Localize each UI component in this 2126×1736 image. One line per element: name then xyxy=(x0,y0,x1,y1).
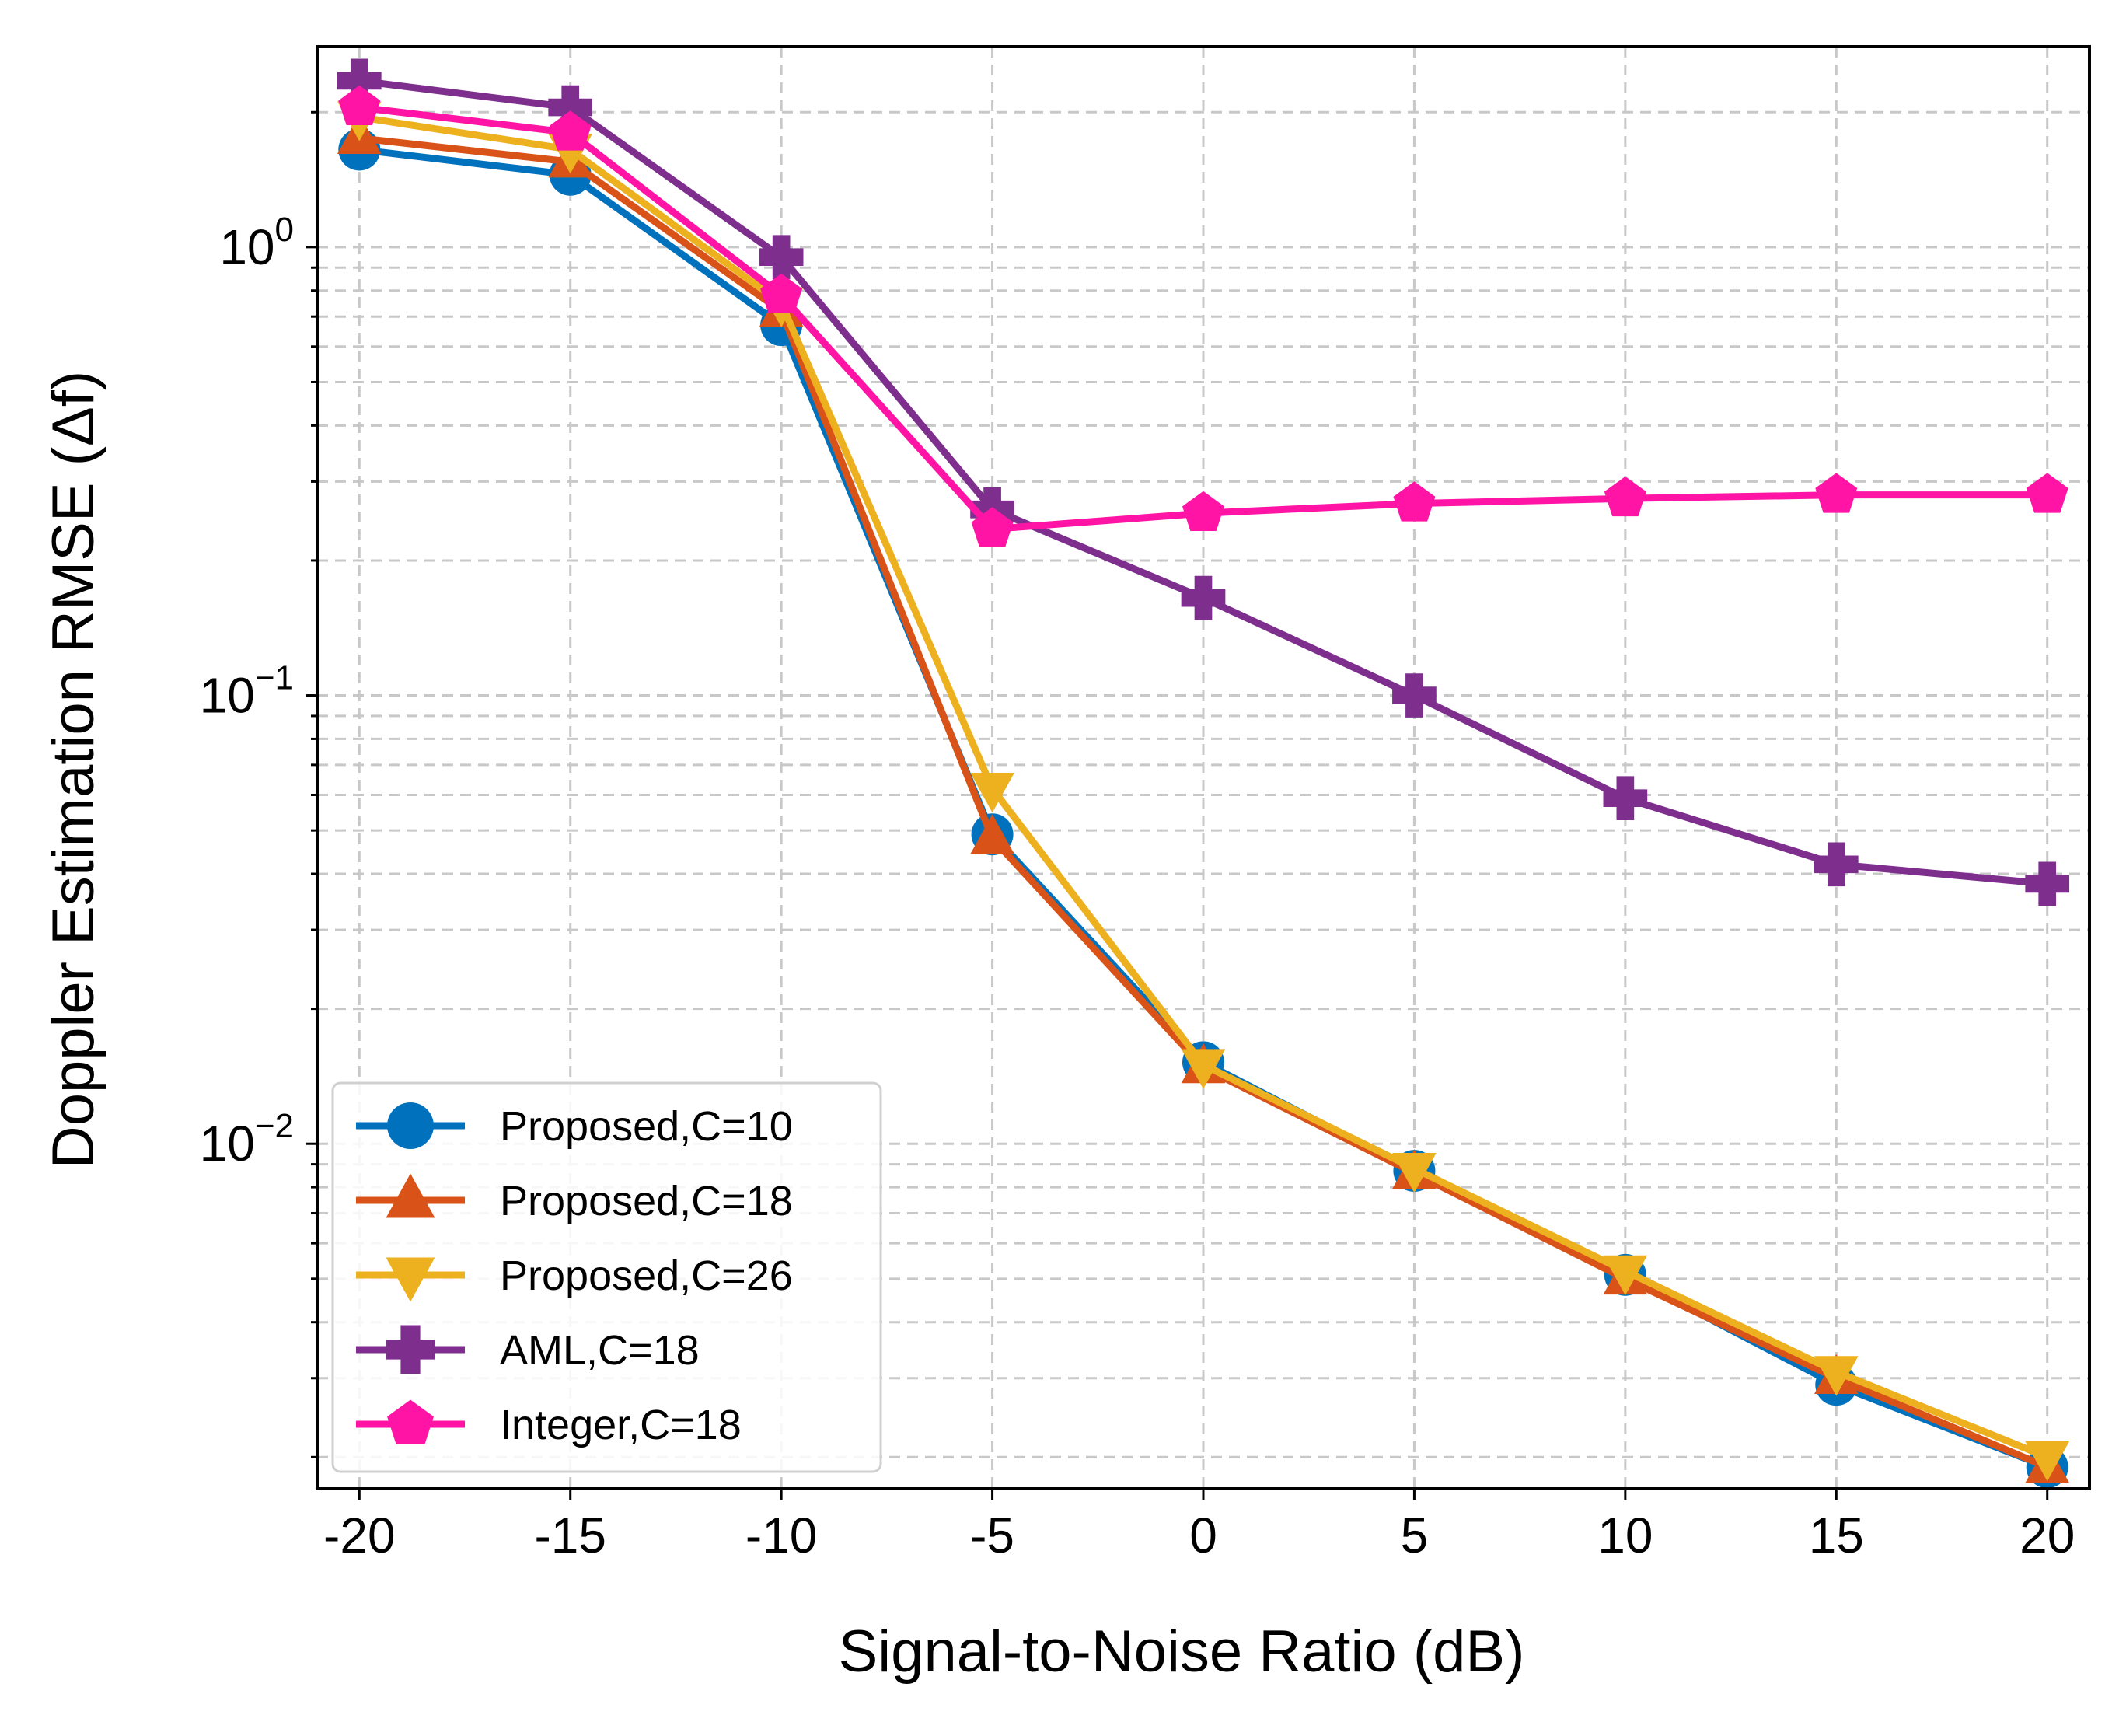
data-point-aml-c-18 xyxy=(1603,776,1648,821)
data-point-integer-c-18 xyxy=(971,507,1014,547)
data-series xyxy=(337,58,2070,1489)
legend-label-proposed-c-26: Proposed,C=26 xyxy=(500,1252,793,1299)
data-point-proposed-c-26 xyxy=(1814,1356,1859,1396)
x-tick-label: 15 xyxy=(1809,1507,1864,1563)
data-point-proposed-c-26 xyxy=(970,773,1014,813)
y-tick-label: 100 xyxy=(219,211,294,275)
data-point-integer-c-18 xyxy=(1182,491,1224,532)
data-point-proposed-c-26 xyxy=(1392,1152,1437,1193)
legend-marker-proposed-c-18 xyxy=(386,1173,435,1218)
legend-label-proposed-c-10: Proposed,C=10 xyxy=(500,1103,793,1150)
data-point-aml-c-18 xyxy=(548,85,593,130)
data-point-integer-c-18 xyxy=(338,85,381,126)
x-tick-label: 20 xyxy=(2020,1507,2075,1563)
x-tick-label: 5 xyxy=(1401,1507,1429,1563)
data-point-proposed-c-26 xyxy=(2025,1441,2070,1482)
data-point-integer-c-18 xyxy=(1815,473,1858,513)
data-point-aml-c-18 xyxy=(1181,575,1226,620)
series-integer-c-18 xyxy=(338,85,2068,547)
legend-marker-proposed-c-10 xyxy=(387,1102,434,1149)
data-point-proposed-c-26 xyxy=(1603,1255,1648,1296)
data-point-aml-c-18 xyxy=(1392,673,1437,718)
legend-marker-integer-c-18 xyxy=(387,1399,434,1444)
data-point-aml-c-18 xyxy=(1814,842,1859,887)
y-axis-label: Doppler Estimation RMSE (Δf) xyxy=(40,371,106,1168)
legend: Proposed,C=10 Proposed,C=18 Proposed,C=26 A… xyxy=(331,1081,882,1473)
data-point-integer-c-18 xyxy=(1393,481,1436,522)
data-point-aml-c-18 xyxy=(337,58,382,103)
x-tick-label: -5 xyxy=(970,1507,1014,1563)
x-tick-label: -15 xyxy=(534,1507,606,1563)
data-point-proposed-c-18 xyxy=(970,814,1014,854)
x-tick-label: 0 xyxy=(1189,1507,1217,1563)
y-tick-label: 10−1 xyxy=(200,659,294,724)
x-tick-label: 10 xyxy=(1597,1507,1653,1563)
legend-box xyxy=(331,1081,882,1473)
data-point-aml-c-18 xyxy=(2025,861,2070,906)
legend-marker-proposed-c-26 xyxy=(386,1257,435,1302)
x-tick-label: -20 xyxy=(323,1507,396,1563)
y-tick-label: 10−2 xyxy=(200,1107,294,1172)
data-point-aml-c-18 xyxy=(759,235,804,280)
data-point-integer-c-18 xyxy=(2026,473,2068,513)
data-point-integer-c-18 xyxy=(549,110,592,151)
data-point-proposed-c-26 xyxy=(1181,1049,1226,1089)
data-point-integer-c-18 xyxy=(760,273,803,314)
legend-label-proposed-c-18: Proposed,C=18 xyxy=(500,1178,793,1224)
legend-label-aml-c-18: AML,C=18 xyxy=(500,1327,700,1374)
data-point-integer-c-18 xyxy=(1604,476,1646,517)
legend-marker-aml-c-18 xyxy=(386,1325,435,1374)
legend-label-integer-c-18: Integer,C=18 xyxy=(500,1402,742,1448)
axis-ticks: -20 -15 -10 -5 0 5 10 15 20 100 10−1 10−2 xyxy=(200,110,2075,1563)
x-tick-label: -10 xyxy=(745,1507,818,1563)
x-axis-label: Signal-to-Noise Ratio (dB) xyxy=(839,1619,1525,1685)
